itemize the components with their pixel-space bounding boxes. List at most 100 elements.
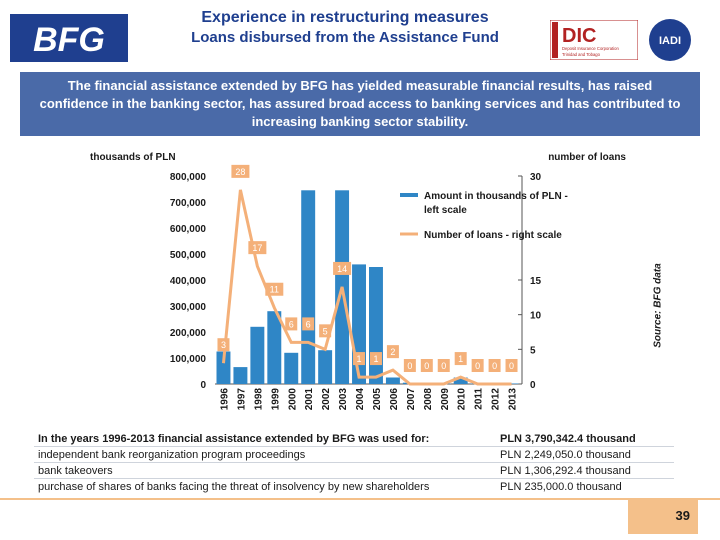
bar-2005 [369,267,383,384]
summary-row: independent bank reorganization program … [34,446,674,463]
bfg-logo: BFG [10,14,128,62]
left-tick-label: 700,000 [170,198,207,209]
line-data-label: 0 [441,361,446,371]
line-label-box [319,324,332,338]
bar-2006 [385,377,400,384]
line-label-box [454,352,467,366]
left-tick-label: 600,000 [170,224,207,235]
x-tick-label: 2000 [287,388,298,411]
x-tick-label: 1997 [236,388,247,411]
bar-1997 [233,367,248,384]
right-tick-label: 15 [530,276,542,287]
x-tick-label: 2002 [321,388,332,411]
dic-logo-sub2: Trinidad and Tobago [562,52,601,57]
line-label-box [302,317,315,331]
legend-bar-label-2: left scale [424,205,467,216]
left-tick-label: 100,000 [170,354,207,365]
footer-line [0,498,720,500]
summary-label: In the years 1996-2013 financial assista… [38,432,430,445]
dic-logo-sub1: Deposit Insurance Corporation [562,46,619,51]
line-label-box [333,261,352,275]
left-axis: 800,000 700,000 600,000 500,000 400,000 300,0… [170,172,207,391]
x-tick-label: 1996 [219,388,230,411]
x-tick-label: 2013 [508,388,519,411]
x-tick-label: 2010 [457,388,468,411]
line-label-box [471,359,484,372]
right-tick-label: 5 [530,345,536,356]
summary-row: purchase of shares of banks facing the t… [34,478,674,494]
summary-label: purchase of shares of banks facing the t… [34,478,488,494]
line-data-label: 6 [306,319,311,329]
legend-line-label: Number of loans - right scale [424,230,562,241]
line-data-label: 0 [475,361,480,371]
right-tick-label: 0 [530,380,536,391]
bfg-logo-text: BFG [33,21,105,59]
x-tick-label: 2011 [474,388,485,410]
x-tick-label: 2008 [423,388,434,411]
line-data-label: 0 [492,361,497,371]
page-subtitle: Loans disbursed from the Assistance Fund [191,29,499,46]
bar-2001 [301,190,316,384]
line-label-box [369,352,382,366]
line-data-label: 14 [337,264,347,274]
line-data-label: 3 [221,340,226,350]
summary-banner: The financial assistance extended by BFG… [20,72,700,136]
right-tick-label: 30 [530,172,542,183]
summary-table: In the years 1996-2013 financial assista… [34,431,674,494]
line-data-label: 11 [270,285,279,295]
x-tick-label: 2006 [389,388,400,411]
left-tick-label: 500,000 [170,250,207,261]
legend: Amount in thousands of PLN - left scale … [400,191,568,241]
dic-logo: DIC Deposit Insurance Corporation Trinid… [550,20,638,60]
line-label-box [217,338,230,352]
line-label-box [403,359,416,372]
bar-2000 [284,352,299,384]
dic-logo-text: DIC [562,25,596,47]
summary-row: bank takeovers PLN 1,306,292.4 thousand [34,462,674,479]
x-tick-label: 1998 [253,388,264,411]
line-label-box [420,359,433,372]
line-label-box [437,359,450,372]
left-tick-label: 0 [200,380,206,391]
source-note: Source: BFG data [652,263,664,348]
summary-amount: PLN 3,790,342.4 thousand [500,432,636,445]
bar-series [216,190,519,384]
line-data-label: 1 [357,354,362,364]
summary-amount: PLN 2,249,050.0 thousand [488,446,674,463]
summary-label: independent bank reorganization program … [34,446,488,463]
loans-line [221,189,512,386]
line-data-label: 1 [458,354,463,364]
x-tick-label: 2003 [338,388,349,411]
summary-amount: PLN 235,000.0 thousand [488,478,674,494]
bar-1999 [267,311,282,384]
x-tick-label: 2005 [372,388,383,411]
summary-amount: PLN 1,306,292.4 thousand [488,462,674,479]
right-tick-label: 10 [530,311,542,322]
page-number: 39 [628,500,698,534]
line-data-label: 28 [235,167,245,177]
line-data-label: 5 [323,326,328,336]
iadi-logo: IADI [649,19,691,61]
left-tick-label: 300,000 [170,302,207,313]
x-axis-labels: 1996 1997 1998 1999 2000 2001 2002 2003 2004 2005… [219,388,518,411]
line-label-box [285,317,298,331]
left-tick-label: 400,000 [170,276,207,287]
line-label-box [231,164,250,178]
x-tick-label: 2007 [406,388,417,411]
bar-1998 [250,326,265,384]
right-axis-title: number of loans [548,152,626,163]
summary-row: In the years 1996-2013 financial assista… [34,431,674,447]
bar-2002 [318,350,333,384]
line-data-label: 0 [424,361,429,371]
line-data-label: 1 [373,354,378,364]
banner-text: The financial assistance extended by BFG… [39,78,681,129]
line-data-label: 2 [390,347,395,357]
x-tick-label: 1999 [270,388,281,411]
line-data-label: 6 [289,319,294,329]
left-tick-label: 800,000 [170,172,207,183]
bar-2010 [453,377,468,384]
line-label-box [386,345,399,359]
line-label-box [353,352,366,366]
legend-bar-label-1: Amount in thousands of PLN - [424,191,568,202]
loans-chart: thousands of PLN number of loans 800,000… [90,152,626,411]
